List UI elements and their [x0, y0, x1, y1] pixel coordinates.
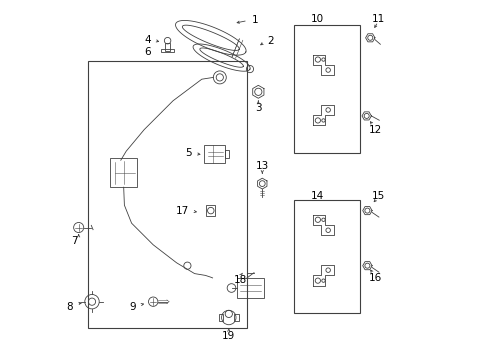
Text: 7: 7 — [71, 236, 77, 246]
Text: 14: 14 — [310, 191, 323, 201]
Text: 2: 2 — [268, 36, 274, 46]
Text: 8: 8 — [66, 302, 73, 312]
Text: 9: 9 — [130, 302, 136, 312]
Text: 4: 4 — [144, 35, 151, 45]
Bar — [110, 158, 137, 187]
Text: 19: 19 — [222, 330, 235, 341]
Bar — [165, 43, 171, 51]
Text: 15: 15 — [371, 191, 385, 201]
Bar — [234, 314, 239, 321]
Text: 3: 3 — [255, 103, 262, 113]
Bar — [225, 150, 229, 158]
Text: 13: 13 — [256, 161, 269, 171]
Text: 10: 10 — [311, 14, 323, 24]
Bar — [219, 314, 223, 321]
Bar — [294, 200, 360, 313]
Bar — [294, 25, 360, 153]
Text: 1: 1 — [251, 15, 258, 25]
Bar — [161, 49, 174, 52]
Text: 18: 18 — [234, 275, 247, 285]
Bar — [88, 61, 247, 328]
Text: 6: 6 — [145, 47, 151, 57]
Bar — [204, 145, 225, 163]
Text: 16: 16 — [368, 273, 382, 283]
Text: 5: 5 — [185, 148, 192, 158]
Bar — [206, 205, 215, 216]
Text: 11: 11 — [371, 14, 385, 24]
Text: 17: 17 — [176, 206, 189, 216]
Bar — [237, 278, 264, 298]
Text: 12: 12 — [368, 125, 382, 135]
